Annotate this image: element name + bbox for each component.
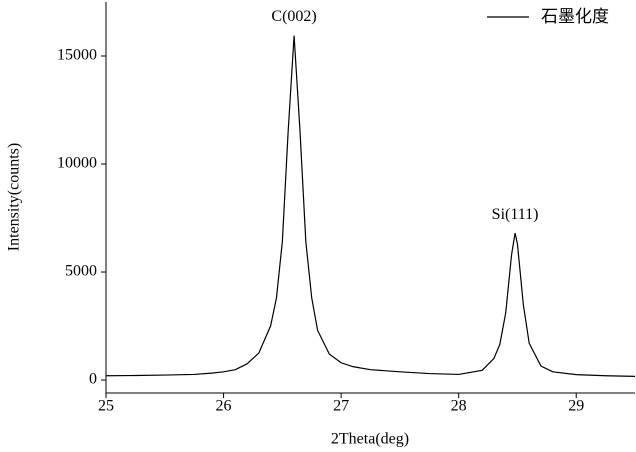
peak-annotation: Si(111)	[492, 206, 539, 223]
y-tick-label: 15000	[57, 47, 97, 64]
x-tick-label: 27	[333, 398, 349, 415]
x-axis-label: 2Theta(deg)	[331, 431, 409, 448]
x-tick-label: 26	[216, 398, 232, 415]
y-tick-label: 5000	[65, 263, 97, 280]
y-tick-label: 10000	[57, 155, 97, 172]
y-tick-label: 0	[89, 371, 97, 388]
y-axis-label: Intensity(counts)	[6, 143, 23, 251]
legend-label: 石墨化度	[541, 7, 609, 27]
x-tick-label: 29	[568, 398, 584, 415]
data-line	[105, 35, 636, 377]
x-tick-label: 25	[98, 398, 114, 415]
peak-annotation: C(002)	[271, 8, 316, 25]
x-tick-label: 28	[451, 398, 467, 415]
